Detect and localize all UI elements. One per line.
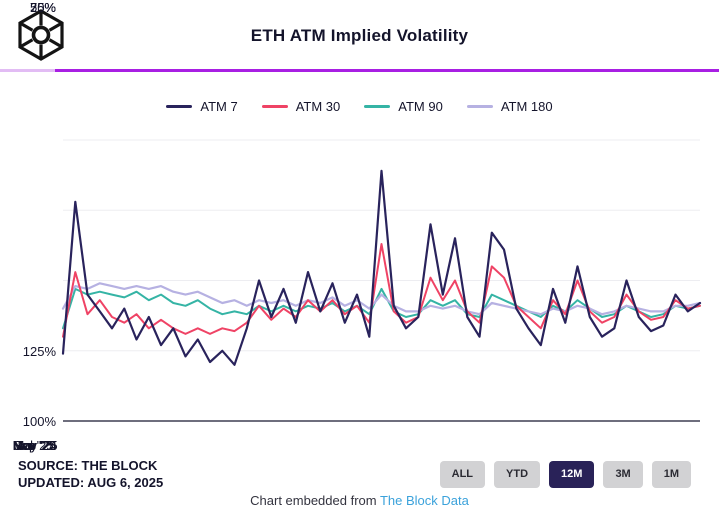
- series-line-atm7: [61, 169, 702, 366]
- range-button-1m[interactable]: 1M: [651, 461, 691, 488]
- updated-line: UPDATED: AUG 6, 2025: [18, 475, 164, 490]
- range-button-all[interactable]: ALL: [439, 461, 486, 488]
- legend-label: ATM 90: [398, 99, 443, 114]
- volatility-chart: [61, 139, 702, 422]
- embed-attribution-text: Chart embedded from: [250, 493, 380, 505]
- the-block-data-link[interactable]: The Block Data: [379, 493, 469, 505]
- legend: ATM 7 ATM 30 ATM 90 ATM 180: [0, 99, 719, 114]
- x-tick-label: Sep '24: [13, 438, 57, 453]
- range-button-3m[interactable]: 3M: [603, 461, 643, 488]
- source-line: SOURCE: THE BLOCK: [18, 458, 158, 473]
- range-button-ytd[interactable]: YTD: [494, 461, 541, 488]
- embed-attribution: Chart embedded from The Block Data: [0, 493, 719, 505]
- atm180-line-swatch: [466, 105, 493, 108]
- source-block: SOURCE: THE BLOCK UPDATED: AUG 6, 2025: [18, 457, 163, 491]
- legend-label: ATM 180: [500, 99, 553, 114]
- x-tick-label: Jan '25: [14, 438, 56, 453]
- y-tick-label: 25%: [29, 0, 56, 15]
- y-tick-label: 125%: [22, 344, 56, 359]
- x-tick-label: May '25: [12, 438, 58, 453]
- y-tick-label: 50%: [29, 0, 56, 15]
- legend-item-atm90[interactable]: ATM 90: [364, 99, 443, 114]
- legend-item-atm7[interactable]: ATM 7: [166, 99, 238, 114]
- the-block-cube-logo: [18, 9, 64, 61]
- page-title: ETH ATM Implied Volatility: [250, 26, 469, 45]
- legend-label: ATM 7: [200, 99, 238, 114]
- legend-label: ATM 30: [295, 99, 341, 114]
- series-line-atm180: [61, 282, 702, 316]
- accent-divider: [0, 69, 719, 72]
- x-tick-label: Nov '24: [13, 438, 57, 453]
- series-line-atm30: [62, 243, 701, 338]
- legend-item-atm180[interactable]: ATM 180: [466, 99, 553, 114]
- y-tick-label: 75%: [29, 0, 56, 15]
- range-button-row: ALL YTD 12M 3M 1M: [439, 461, 691, 488]
- legend-item-atm30[interactable]: ATM 30: [261, 99, 341, 114]
- range-button-12m[interactable]: 12M: [549, 461, 595, 488]
- atm30-line-swatch: [261, 105, 288, 108]
- x-tick-label: Jul '25: [16, 438, 54, 453]
- atm90-line-swatch: [364, 105, 391, 108]
- y-tick-label: 100%: [22, 414, 56, 429]
- x-tick-label: Mar '25: [13, 438, 57, 453]
- atm7-line-swatch: [166, 105, 193, 108]
